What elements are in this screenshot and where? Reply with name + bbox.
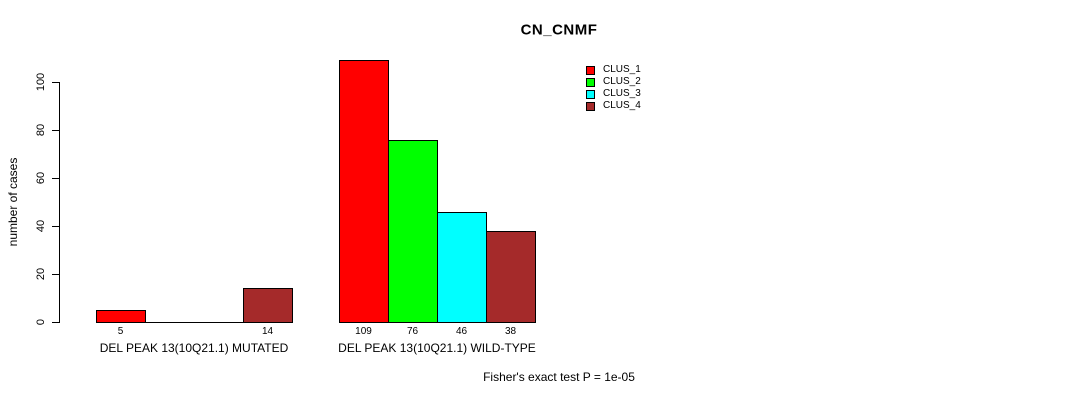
legend-label: CLUS_2 xyxy=(603,76,641,87)
y-tick-mark xyxy=(52,178,59,179)
legend-item-clus_4: CLUS_4 xyxy=(586,100,641,112)
bar-value-label: 14 xyxy=(261,326,274,337)
legend-item-clus_3: CLUS_3 xyxy=(586,88,641,100)
y-tick-label: 0 xyxy=(35,318,47,326)
legend-label: CLUS_1 xyxy=(603,64,641,75)
bar-value-label: 109 xyxy=(355,326,372,337)
bar-clus_2 xyxy=(388,140,438,323)
y-tick-label: 20 xyxy=(35,267,47,281)
legend-item-clus_2: CLUS_2 xyxy=(586,76,641,88)
y-tick-mark xyxy=(52,226,59,227)
y-tick-label: 100 xyxy=(35,72,47,92)
fisher-test-annotation: Fisher's exact test P = 1e-05 xyxy=(483,370,635,384)
bar-value-label: 76 xyxy=(406,326,419,337)
legend-swatch-icon xyxy=(586,101,595,111)
bar-clus_3 xyxy=(437,212,487,323)
group-baseline xyxy=(96,322,293,323)
legend-swatch-icon xyxy=(586,77,595,87)
y-tick-mark xyxy=(52,130,59,131)
bar-value-label: 38 xyxy=(504,326,517,337)
bar-clus_4 xyxy=(486,231,536,323)
bar-clus_1 xyxy=(339,60,389,323)
y-axis-line xyxy=(59,82,60,323)
x-category-label: DEL PEAK 13(10Q21.1) MUTATED xyxy=(99,341,289,355)
chart-legend: CLUS_1 CLUS_2 CLUS_3 CLUS_4 xyxy=(586,64,641,112)
y-tick-mark xyxy=(52,274,59,275)
y-axis-label: number of cases xyxy=(6,157,20,247)
legend-label: CLUS_4 xyxy=(603,100,641,111)
y-tick-label: 80 xyxy=(35,123,47,137)
legend-swatch-icon xyxy=(586,65,595,75)
y-tick-mark xyxy=(52,322,59,323)
y-tick-label: 40 xyxy=(35,219,47,233)
y-tick-mark xyxy=(52,82,59,83)
legend-swatch-icon xyxy=(586,89,595,99)
chart-title: CN_CNMF xyxy=(520,21,598,39)
x-category-label: DEL PEAK 13(10Q21.1) WILD-TYPE xyxy=(338,341,536,355)
bar-value-label: 5 xyxy=(117,326,124,337)
bar-clus_4 xyxy=(243,288,293,323)
legend-label: CLUS_3 xyxy=(603,88,641,99)
bar-value-label: 46 xyxy=(455,326,468,337)
y-tick-label: 60 xyxy=(35,171,47,185)
legend-item-clus_1: CLUS_1 xyxy=(586,64,641,76)
bar-clus_1 xyxy=(96,310,146,323)
